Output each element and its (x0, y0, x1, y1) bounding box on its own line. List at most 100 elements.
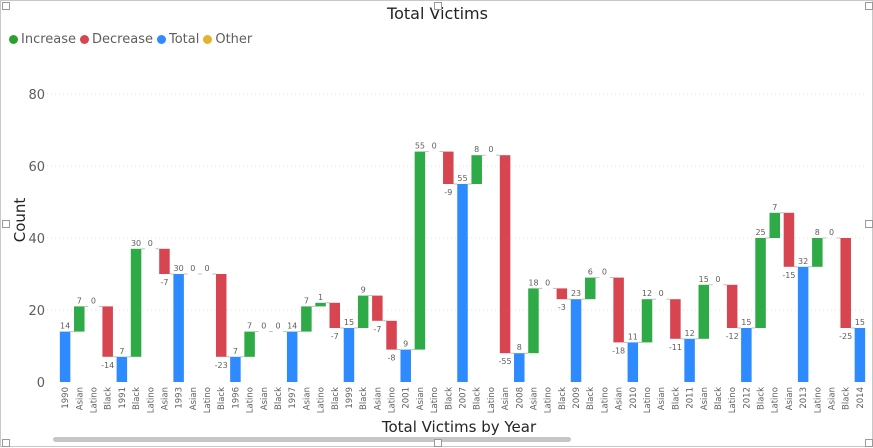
bar-increase[interactable] (357, 295, 369, 328)
bar-total[interactable] (741, 328, 752, 382)
data-label: 0 (190, 264, 195, 273)
bar-decrease[interactable] (386, 320, 397, 350)
data-label: -18 (612, 346, 625, 355)
bar-increase[interactable] (130, 248, 142, 357)
x-tick-label: 1991 (118, 387, 128, 409)
bar-decrease[interactable] (215, 274, 227, 357)
bar-total[interactable] (570, 299, 582, 382)
bar-total[interactable] (684, 338, 695, 382)
x-tick-label: Black (842, 387, 852, 410)
chart-title: Total Victims (387, 4, 488, 23)
data-label: 7 (233, 347, 238, 356)
bar-decrease[interactable] (726, 284, 738, 328)
x-tick-label: Black (671, 387, 681, 410)
y-axis-label: Count (11, 198, 29, 243)
data-label: 0 (545, 278, 550, 287)
x-tick-labels: 1990 Asian Latino Black 1991 Black Latino Asian… (61, 387, 866, 413)
x-tick-label: Latino (388, 387, 398, 413)
bars (59, 151, 866, 382)
x-tick-label: Latino (89, 387, 99, 413)
bar-total[interactable] (173, 274, 184, 382)
bar-total[interactable] (797, 266, 809, 382)
legend-item-total[interactable]: Total (156, 32, 199, 47)
x-tick-label: Latino (643, 387, 653, 413)
bar-decrease[interactable] (613, 277, 624, 343)
data-label: 7 (77, 296, 82, 305)
x-tick-label: Latino (487, 387, 497, 413)
x-axis-label: Total Victims by Year (381, 418, 537, 436)
bar-increase[interactable] (755, 238, 766, 328)
bar-decrease[interactable] (840, 238, 851, 328)
bar-total[interactable] (286, 331, 298, 382)
data-label: -7 (373, 325, 381, 334)
data-label: 0 (261, 322, 266, 331)
bar-decrease[interactable] (783, 212, 795, 267)
bar-total[interactable] (400, 349, 411, 382)
legend-item-increase[interactable]: Increase (9, 32, 76, 47)
resize-handle-left[interactable] (2, 220, 10, 228)
resize-handle-bottom[interactable] (434, 439, 442, 447)
x-tick-label: Asian (373, 387, 383, 410)
data-label: 55 (415, 142, 425, 151)
bar-total[interactable] (230, 356, 241, 382)
legend-item-decrease[interactable]: Decrease (80, 32, 153, 47)
bar-decrease[interactable] (102, 306, 113, 357)
bar-increase[interactable] (812, 238, 823, 267)
data-label: -9 (444, 188, 452, 197)
bar-total[interactable] (627, 342, 639, 382)
data-label: 0 (148, 239, 153, 248)
data-label: 1 (318, 293, 323, 302)
data-label: 15 (855, 318, 865, 327)
bar-increase[interactable] (315, 302, 326, 307)
bar-total[interactable] (514, 353, 525, 382)
bar-total[interactable] (343, 328, 355, 382)
x-tick-label: 2008 (515, 387, 525, 409)
x-tick-label: Black (132, 387, 142, 410)
bar-increase[interactable] (641, 299, 653, 343)
bar-increase[interactable] (244, 331, 255, 357)
x-tick-label: 2009 (572, 387, 582, 409)
bar-total[interactable] (59, 331, 71, 382)
bar-decrease[interactable] (329, 302, 341, 328)
resize-handle-right[interactable] (865, 220, 873, 228)
data-label: -55 (499, 357, 512, 366)
data-label: -3 (558, 303, 566, 312)
bar-increase[interactable] (584, 277, 596, 300)
bar-total[interactable] (116, 356, 128, 382)
data-label: 12 (684, 329, 694, 338)
x-tick-label: 2012 (742, 387, 752, 409)
bar-total[interactable] (457, 184, 468, 382)
data-label: 15 (344, 318, 354, 327)
bar-increase[interactable] (301, 306, 312, 332)
bar-increase[interactable] (698, 284, 710, 339)
x-tick-label: Asian (189, 387, 199, 410)
legend-label-decrease: Decrease (92, 32, 153, 47)
legend-item-other[interactable]: Other (203, 32, 252, 47)
resize-handle-bottom-right[interactable] (865, 439, 873, 447)
bar-increase[interactable] (74, 306, 85, 332)
bar-total[interactable] (854, 328, 866, 382)
resize-handle-top-right[interactable] (865, 2, 873, 10)
bar-increase[interactable] (414, 151, 426, 350)
legend-marker-increase (9, 35, 18, 44)
legend-label-other: Other (215, 32, 253, 47)
bar-increase[interactable] (769, 212, 780, 238)
bar-decrease[interactable] (670, 299, 681, 339)
x-tick-label: 1993 (175, 387, 185, 409)
bar-decrease[interactable] (499, 155, 511, 354)
resize-handle-top-left[interactable] (2, 2, 10, 10)
resize-handle-bottom-left[interactable] (2, 439, 10, 447)
bar-increase[interactable] (471, 155, 482, 184)
bar-increase[interactable] (528, 288, 539, 354)
x-tick-label: Asian (657, 387, 667, 410)
horizontal-scrollbar[interactable] (53, 437, 571, 442)
bar-decrease[interactable] (159, 248, 170, 274)
data-label: 7 (772, 203, 777, 212)
bar-decrease[interactable] (372, 295, 383, 321)
resize-handle-top[interactable] (434, 2, 442, 10)
bar-decrease[interactable] (443, 151, 454, 184)
bar-decrease[interactable] (556, 288, 568, 300)
data-label: 8 (517, 343, 522, 352)
